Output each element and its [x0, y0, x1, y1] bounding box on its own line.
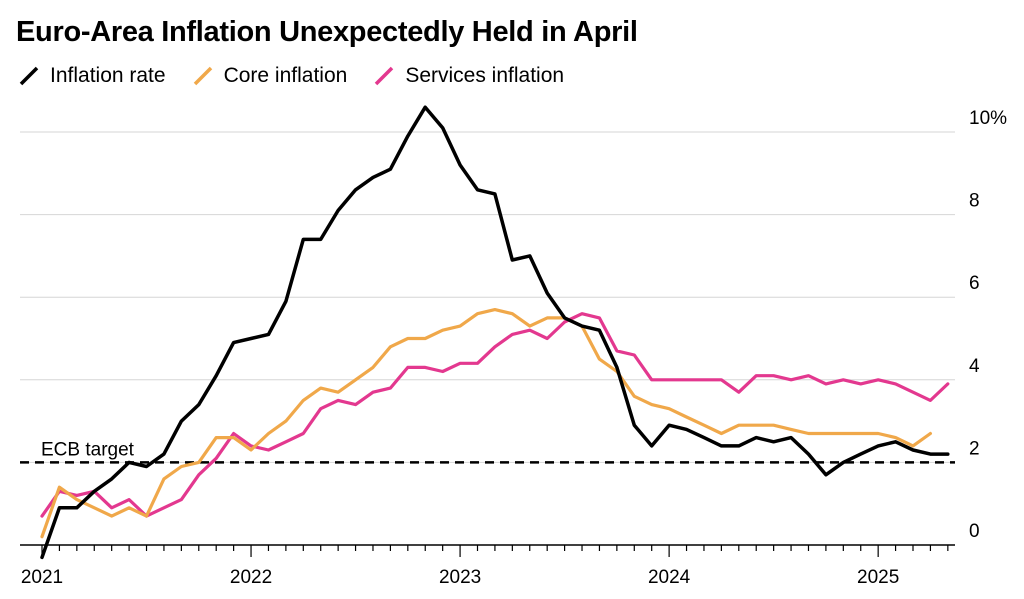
legend-label-core-inflation: Core inflation — [223, 64, 348, 87]
legend-swatch-inflation-rate-icon — [19, 66, 39, 86]
y-tick-label-10: 10% — [969, 108, 1007, 129]
x-tick-label-2023: 2023 — [439, 567, 481, 588]
y-tick-label-4: 4 — [969, 356, 980, 377]
legend-swatch-services-inflation-icon — [375, 66, 394, 86]
legend-item-services-inflation: Services inflation — [373, 64, 564, 88]
chart-title: Euro-Area Inflation Unexpectedly Held in… — [16, 16, 638, 48]
legend-item-inflation-rate: Inflation rate — [18, 64, 166, 88]
series-line-inflation-rate — [40, 105, 950, 560]
series-line-core-inflation — [40, 308, 933, 539]
ecb-target-label: ECB target — [41, 439, 135, 460]
x-tick-label-2021: 2021 — [21, 567, 63, 588]
y-tick-label-0: 0 — [969, 521, 980, 542]
x-tick-label-2024: 2024 — [648, 567, 691, 588]
series-line-services-inflation — [40, 312, 950, 518]
legend: Inflation rate Core inflation Services i… — [18, 64, 590, 88]
legend-label-inflation-rate: Inflation rate — [50, 64, 166, 87]
y-tick-label-8: 8 — [969, 191, 980, 212]
y-tick-label-2: 2 — [969, 438, 980, 459]
legend-item-core-inflation: Core inflation — [192, 64, 348, 88]
y-tick-label-6: 6 — [969, 273, 980, 294]
legend-label-services-inflation: Services inflation — [405, 64, 565, 87]
x-tick-label-2025: 2025 — [857, 567, 899, 588]
legend-swatch-core-inflation-icon — [193, 66, 212, 86]
x-tick-label-2022: 2022 — [230, 567, 272, 588]
